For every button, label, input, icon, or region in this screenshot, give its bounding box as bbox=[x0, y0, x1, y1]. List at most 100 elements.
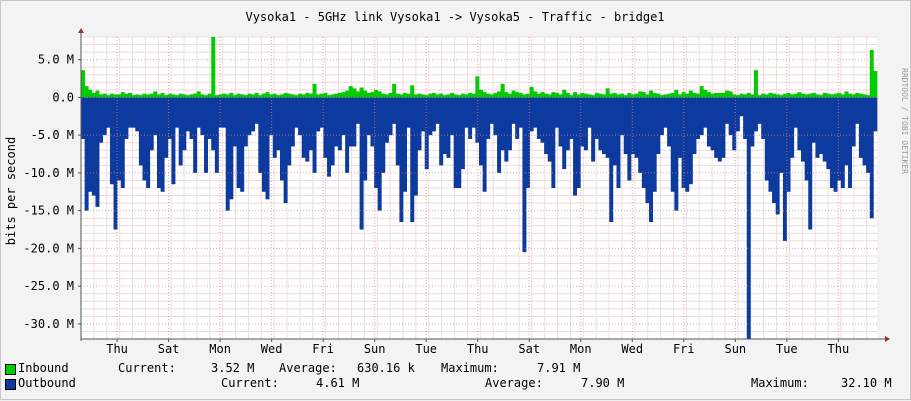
inbound-bar bbox=[222, 93, 227, 98]
x-tick-label: Tue bbox=[415, 342, 437, 356]
inbound-bar bbox=[308, 93, 313, 98]
outbound-bar bbox=[616, 97, 621, 188]
outbound-bar bbox=[153, 97, 158, 136]
outbound-bar bbox=[135, 97, 140, 132]
outbound-bar bbox=[167, 97, 172, 139]
outbound-bar bbox=[674, 97, 679, 211]
outbound-bar bbox=[131, 97, 136, 128]
inbound-average-label: Average: bbox=[279, 361, 337, 375]
inbound-bar bbox=[808, 93, 813, 98]
outbound-bar bbox=[211, 97, 216, 151]
inbound-bar bbox=[113, 94, 118, 98]
outbound-bar bbox=[735, 97, 740, 132]
outbound-bar bbox=[327, 97, 332, 177]
inbound-bar bbox=[583, 93, 588, 98]
inbound-bar bbox=[497, 91, 502, 98]
outbound-bar bbox=[258, 97, 263, 173]
outbound-bar bbox=[670, 97, 675, 192]
inbound-bar bbox=[844, 91, 849, 98]
inbound-bar bbox=[685, 93, 690, 98]
outbound-bar bbox=[138, 97, 143, 166]
outbound-bar bbox=[855, 97, 860, 124]
inbound-bar bbox=[428, 93, 433, 98]
outbound-bar bbox=[732, 97, 737, 151]
outbound-bar bbox=[453, 97, 458, 188]
outbound-bar bbox=[323, 97, 328, 158]
outbound-bar bbox=[641, 97, 646, 188]
outbound-bar bbox=[801, 97, 805, 162]
y-tick-label: 5.0 M bbox=[38, 53, 74, 67]
outbound-bar bbox=[753, 97, 758, 132]
outbound-bar bbox=[337, 97, 342, 151]
y-tick-label: -20.0 M bbox=[23, 241, 74, 255]
outbound-bar bbox=[370, 97, 375, 147]
outbound-bar bbox=[471, 97, 476, 128]
outbound-bar bbox=[797, 97, 802, 151]
inbound-bar bbox=[348, 86, 353, 98]
inbound-bar bbox=[229, 92, 234, 98]
outbound-bar bbox=[439, 97, 444, 166]
inbound-bar bbox=[721, 92, 726, 98]
outbound-bar bbox=[739, 97, 744, 117]
inbound-bar bbox=[225, 94, 230, 98]
x-tick-label: Fri bbox=[312, 342, 334, 356]
outbound-bar bbox=[88, 97, 93, 192]
outbound-bar bbox=[417, 97, 422, 151]
outbound-bar bbox=[91, 97, 96, 196]
outbound-bar bbox=[869, 97, 874, 219]
outbound-bar bbox=[149, 97, 154, 151]
outbound-bar bbox=[815, 97, 820, 158]
outbound-bar bbox=[808, 97, 813, 230]
inbound-bar bbox=[446, 94, 451, 98]
x-tick-label: Wed bbox=[261, 342, 283, 356]
y-tick-label: -25.0 M bbox=[23, 279, 74, 293]
outbound-bar bbox=[540, 97, 545, 143]
outbound-bar bbox=[446, 97, 451, 158]
outbound-bar bbox=[565, 97, 570, 151]
outbound-bar bbox=[352, 97, 357, 147]
inbound-bar bbox=[471, 93, 476, 98]
inbound-bar bbox=[558, 94, 563, 98]
outbound-bar bbox=[243, 97, 248, 147]
inbound-bar bbox=[254, 92, 259, 98]
outbound-bar bbox=[757, 97, 762, 124]
outbound-bar bbox=[182, 97, 187, 151]
outbound-bar bbox=[146, 97, 151, 188]
outbound-average-label: Average: bbox=[485, 376, 543, 390]
inbound-bar bbox=[746, 92, 751, 98]
inbound-bar bbox=[609, 93, 614, 98]
inbound-maximum-value: 7.91 M bbox=[537, 361, 581, 375]
inbound-bar bbox=[793, 93, 798, 98]
inbound-bar bbox=[764, 94, 769, 98]
outbound-bar bbox=[305, 97, 310, 162]
inbound-bar bbox=[135, 94, 140, 98]
outbound-bar bbox=[229, 97, 234, 200]
outbound-bar bbox=[200, 97, 205, 136]
inbound-bar bbox=[243, 95, 248, 98]
inbound-bar bbox=[384, 94, 389, 98]
outbound-bar bbox=[645, 97, 650, 204]
inbound-bar bbox=[620, 93, 625, 98]
inbound-bar bbox=[779, 95, 784, 98]
data-bars bbox=[81, 37, 878, 340]
y-axis-arrow bbox=[78, 28, 84, 33]
x-axis-arrow bbox=[885, 336, 890, 342]
x-tick-label: Thu bbox=[106, 342, 128, 356]
inbound-bar bbox=[504, 92, 509, 98]
inbound-bar bbox=[782, 93, 787, 98]
x-tick-label: Tue bbox=[776, 342, 798, 356]
outbound-bar bbox=[623, 97, 628, 155]
outbound-bar bbox=[341, 97, 346, 136]
outbound-bar bbox=[106, 97, 111, 128]
inbound-bar bbox=[811, 92, 816, 98]
inbound-bar bbox=[102, 93, 107, 98]
inbound-bar bbox=[500, 83, 505, 98]
outbound-bar bbox=[605, 97, 610, 158]
inbound-bar bbox=[728, 91, 733, 98]
outbound-bar bbox=[261, 97, 266, 192]
outbound-bar bbox=[728, 97, 733, 136]
outbound-bar bbox=[294, 97, 299, 128]
inbound-bar bbox=[591, 95, 596, 98]
x-tick-label: Sun bbox=[724, 342, 746, 356]
outbound-bar bbox=[518, 97, 523, 128]
